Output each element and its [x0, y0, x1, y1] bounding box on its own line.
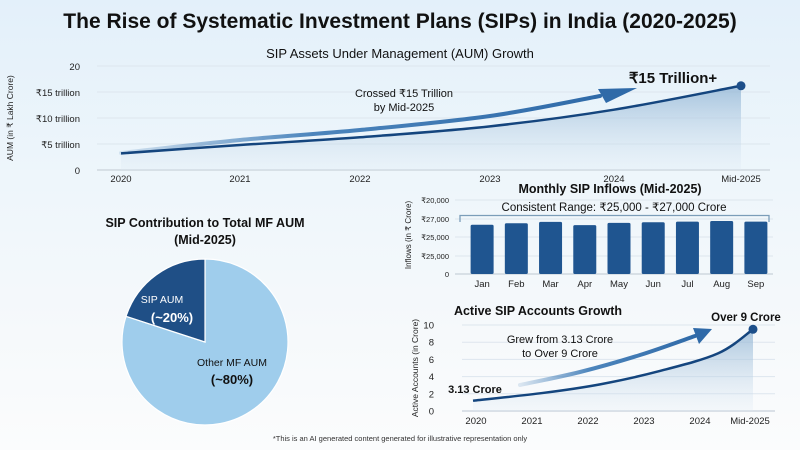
aum-arrow-annotation-line1: Crossed ₹15 Trillion: [355, 88, 453, 100]
accounts-y-tick-label: 8: [429, 338, 434, 349]
accounts-trend-arrow-head: [693, 328, 712, 344]
range-bracket: [459, 214, 770, 222]
aum-y-tick-label: 0: [75, 166, 80, 177]
accounts-area-fill: [473, 329, 753, 411]
sip-contribution-pie-chart: SIP Contribution to Total MF AUM (Mid-20…: [105, 216, 305, 426]
bar-sep: [744, 221, 768, 274]
aum-x-tick-label: 2023: [479, 174, 500, 185]
accounts-y-tick-label: 2: [429, 389, 434, 400]
accounts-y-tick-label: 0: [429, 407, 434, 418]
pie-label-sip-value: (~20%): [151, 310, 193, 325]
bar-x-tick-label: Jul: [681, 279, 693, 290]
bar-x-tick-label: Mar: [542, 279, 558, 290]
accounts-x-tick-label: 2023: [633, 416, 654, 427]
accounts-y-tick-label: 4: [429, 372, 434, 383]
accounts-line-series: [472, 328, 754, 402]
bar-x-tick-label: Aug: [713, 279, 730, 290]
pie-label-other-name: Other MF AUM: [197, 357, 267, 369]
bar-x-tick-label: May: [610, 279, 628, 290]
aum-x-tick-label: 2022: [349, 174, 370, 185]
pie-title-line2: (Mid-2025): [174, 233, 236, 247]
accounts-y-tick-label: 10: [423, 321, 434, 332]
aum-area-fill: [121, 85, 741, 170]
main-title: The Rise of Systematic Investment Plans …: [63, 10, 736, 33]
bar-chart-subtitle: Consistent Range: ₹25,000 - ₹27,000 Cror…: [502, 202, 727, 214]
bar-jun: [641, 222, 665, 274]
aum-x-tick-label: 2024: [603, 174, 624, 185]
bar-x-tick-label: Jan: [474, 279, 489, 290]
monthly-inflows-bar-chart: Monthly SIP Inflows (Mid-2025) Inflows (…: [404, 182, 773, 290]
bar-jul: [675, 221, 699, 274]
bar-y-axis-label: Inflows (in ₹ Crore): [404, 201, 413, 270]
aum-x-tick-label: 2021: [229, 174, 250, 185]
aum-end-label: ₹15 Trillion+: [629, 70, 718, 87]
aum-x-tick-label: Mid-2025: [721, 174, 761, 185]
bar-y-tick-label: ₹27,000: [421, 215, 449, 224]
accounts-x-tick-label: Mid-2025: [730, 416, 770, 427]
bar-y-tick-label: ₹25,000: [421, 233, 449, 242]
accounts-chart-title: Active SIP Accounts Growth: [454, 304, 622, 318]
active-accounts-chart: Active SIP Accounts Growth Active Accoun…: [410, 304, 781, 427]
bar-chart-title: Monthly SIP Inflows (Mid-2025): [518, 182, 701, 196]
bar-may: [607, 222, 631, 274]
accounts-end-point: [748, 324, 758, 334]
pie-label-sip-name: SIP AUM: [141, 294, 183, 306]
accounts-start-label: 3.13 Crore: [448, 384, 502, 396]
bar-apr: [573, 225, 597, 274]
bar-x-tick-label: Sep: [747, 279, 764, 290]
bar-y-tick-label: 0: [445, 270, 449, 279]
aum-arrow-annotation-line2: by Mid-2025: [374, 102, 435, 114]
aum-y-tick-label: 20: [69, 62, 80, 73]
aum-end-point: [736, 81, 746, 91]
aum-y-axis-label: AUM (in ₹ Lakh Crore): [5, 75, 15, 161]
accounts-x-tick-label: 2024: [689, 416, 710, 427]
aum-line-series: [120, 84, 742, 155]
aum-trend-arrow: [119, 94, 602, 155]
accounts-arrow-annotation-line1: Grew from 3.13 Crore: [507, 334, 613, 346]
aum-growth-chart: SIP Assets Under Management (AUM) Growth…: [5, 46, 770, 185]
bar-feb: [504, 223, 528, 274]
aum-y-tick-label: ₹15 trillion: [36, 88, 80, 99]
accounts-x-tick-label: 2021: [521, 416, 542, 427]
bar-jan: [470, 224, 494, 274]
aum-y-tick-label: ₹10 trillion: [36, 114, 80, 125]
aum-x-tick-label: 2020: [110, 174, 131, 185]
bar-aug: [710, 220, 734, 274]
bar-mar: [539, 221, 563, 274]
accounts-arrow-annotation-line2: to Over 9 Crore: [522, 348, 598, 360]
aum-chart-title: SIP Assets Under Management (AUM) Growth: [266, 46, 534, 61]
bar-x-tick-label: Feb: [508, 279, 524, 290]
bar-y-tick-label: ₹25,000: [421, 252, 449, 261]
footnote: *This is an AI generated content generat…: [273, 434, 528, 443]
accounts-end-label: Over 9 Crore: [711, 312, 781, 324]
bar-x-tick-label: Jun: [646, 279, 661, 290]
aum-y-tick-label: ₹5 trillion: [41, 140, 80, 151]
accounts-y-axis-label: Active Accounts (in Crore): [410, 319, 420, 417]
accounts-x-tick-label: 2022: [577, 416, 598, 427]
accounts-trend-arrow: [518, 334, 697, 387]
accounts-x-tick-label: 2020: [465, 416, 486, 427]
pie-label-other-value: (~80%): [211, 372, 253, 387]
bar-y-tick-label: ₹20,000: [421, 196, 449, 205]
accounts-y-tick-label: 6: [429, 355, 434, 366]
pie-slice-sip-aum: [125, 258, 206, 343]
aum-trend-arrow-head: [598, 88, 637, 103]
bar-x-tick-label: Apr: [577, 279, 592, 290]
pie-title-line1: SIP Contribution to Total MF AUM: [105, 216, 304, 230]
